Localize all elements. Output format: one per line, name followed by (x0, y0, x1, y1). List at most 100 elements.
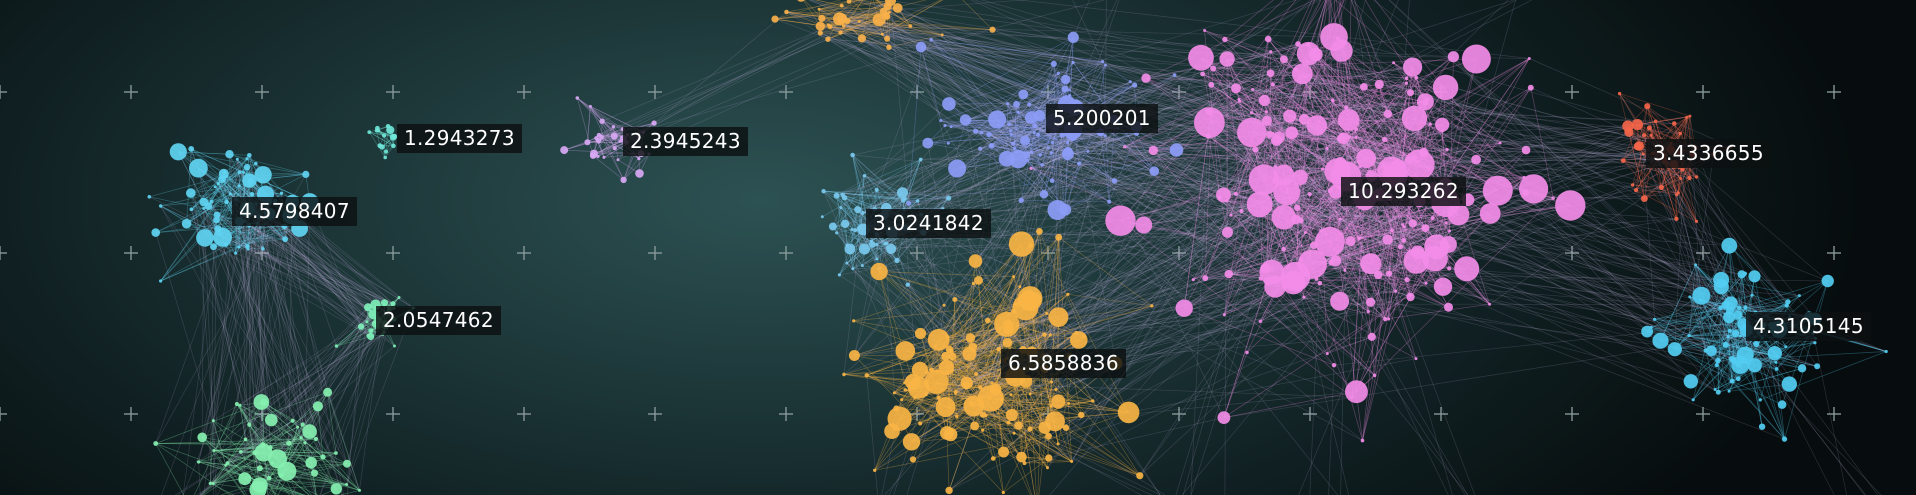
graph-node[interactable] (1634, 141, 1644, 151)
graph-node[interactable] (197, 432, 207, 443)
graph-node[interactable] (1447, 203, 1470, 226)
graph-node[interactable] (181, 218, 192, 229)
graph-node[interactable] (1325, 146, 1329, 150)
graph-node[interactable] (1676, 191, 1680, 195)
graph-node[interactable] (575, 96, 580, 100)
graph-node[interactable] (915, 41, 927, 53)
graph-node[interactable] (1408, 219, 1418, 228)
graph-node[interactable] (1471, 154, 1481, 165)
cluster-score-label[interactable]: 1.2943273 (397, 124, 522, 153)
graph-node[interactable] (837, 273, 842, 277)
graph-node[interactable] (1006, 420, 1011, 425)
graph-node[interactable] (596, 154, 600, 159)
graph-node[interactable] (1729, 378, 1735, 384)
graph-node[interactable] (616, 158, 620, 162)
graph-node[interactable] (1679, 177, 1683, 180)
graph-node[interactable] (1344, 105, 1349, 110)
graph-node[interactable] (1046, 466, 1049, 470)
graph-node[interactable] (854, 206, 862, 214)
graph-node[interactable] (974, 372, 978, 376)
graph-node[interactable] (1251, 88, 1255, 91)
graph-node[interactable] (1028, 392, 1032, 396)
graph-node[interactable] (818, 14, 826, 22)
graph-node[interactable] (1404, 76, 1409, 81)
graph-node[interactable] (237, 170, 242, 175)
graph-node[interactable] (1027, 102, 1032, 107)
graph-node[interactable] (906, 200, 912, 206)
graph-node[interactable] (1321, 167, 1325, 171)
graph-node[interactable] (990, 456, 996, 461)
graph-node[interactable] (1735, 376, 1741, 382)
graph-node[interactable] (290, 418, 295, 423)
graph-node[interactable] (334, 451, 338, 455)
graph-node[interactable] (345, 483, 349, 486)
graph-node[interactable] (945, 195, 952, 201)
graph-node[interactable] (905, 282, 910, 287)
graph-node[interactable] (929, 37, 933, 42)
graph-node[interactable] (939, 119, 943, 122)
graph-node[interactable] (1273, 164, 1278, 169)
graph-node[interactable] (915, 199, 920, 203)
graph-node[interactable] (211, 482, 215, 485)
graph-node[interactable] (1077, 161, 1082, 166)
graph-node[interactable] (1641, 195, 1648, 203)
graph-node[interactable] (1216, 187, 1231, 203)
graph-node[interactable] (1016, 110, 1020, 114)
graph-node[interactable] (826, 23, 830, 27)
graph-node[interactable] (320, 454, 326, 460)
graph-node[interactable] (1461, 44, 1491, 74)
graph-node[interactable] (1229, 213, 1233, 217)
graph-node[interactable] (223, 242, 229, 247)
graph-node[interactable] (875, 257, 879, 261)
graph-node[interactable] (860, 211, 865, 215)
graph-node[interactable] (1630, 183, 1635, 187)
graph-node[interactable] (1071, 60, 1075, 65)
graph-node[interactable] (1555, 190, 1586, 221)
graph-node[interactable] (584, 139, 591, 146)
graph-node[interactable] (1482, 175, 1513, 206)
graph-node[interactable] (946, 335, 949, 339)
graph-node[interactable] (247, 153, 252, 158)
graph-node[interactable] (1430, 216, 1435, 220)
graph-node[interactable] (1397, 244, 1403, 250)
graph-node[interactable] (945, 486, 953, 495)
graph-node[interactable] (1303, 231, 1307, 234)
graph-node[interactable] (1652, 332, 1669, 349)
graph-node[interactable] (987, 396, 991, 400)
graph-node[interactable] (1055, 233, 1063, 241)
graph-node[interactable] (1066, 292, 1070, 296)
graph-node[interactable] (1551, 196, 1555, 200)
graph-node[interactable] (212, 449, 216, 452)
graph-node[interactable] (1624, 127, 1634, 137)
graph-node[interactable] (1347, 135, 1352, 140)
graph-node[interactable] (1297, 217, 1304, 224)
graph-node[interactable] (973, 128, 979, 134)
graph-node[interactable] (1032, 131, 1036, 135)
graph-node[interactable] (914, 327, 927, 340)
graph-node[interactable] (870, 262, 888, 281)
graph-node[interactable] (1688, 114, 1692, 118)
graph-node[interactable] (1330, 98, 1335, 103)
graph-node[interactable] (1445, 148, 1449, 152)
graph-node[interactable] (1264, 110, 1268, 114)
graph-node[interactable] (1200, 71, 1205, 77)
graph-node[interactable] (857, 34, 867, 43)
graph-node[interactable] (1259, 259, 1285, 285)
cluster-score-label[interactable]: 3.4336655 (1646, 139, 1771, 168)
graph-node[interactable] (1049, 178, 1055, 184)
graph-node[interactable] (1366, 297, 1376, 307)
graph-node[interactable] (897, 187, 908, 199)
graph-node[interactable] (960, 376, 973, 390)
graph-node[interactable] (1758, 398, 1762, 402)
graph-node[interactable] (234, 402, 239, 406)
graph-node[interactable] (1706, 345, 1717, 357)
graph-node[interactable] (1070, 331, 1088, 349)
graph-node[interactable] (1447, 266, 1452, 271)
graph-node[interactable] (1774, 367, 1779, 371)
graph-node[interactable] (153, 441, 159, 446)
graph-node[interactable] (1687, 175, 1692, 181)
graph-node[interactable] (933, 344, 937, 348)
graph-node[interactable] (393, 344, 396, 348)
graph-node[interactable] (389, 133, 397, 141)
graph-node[interactable] (1774, 360, 1778, 364)
